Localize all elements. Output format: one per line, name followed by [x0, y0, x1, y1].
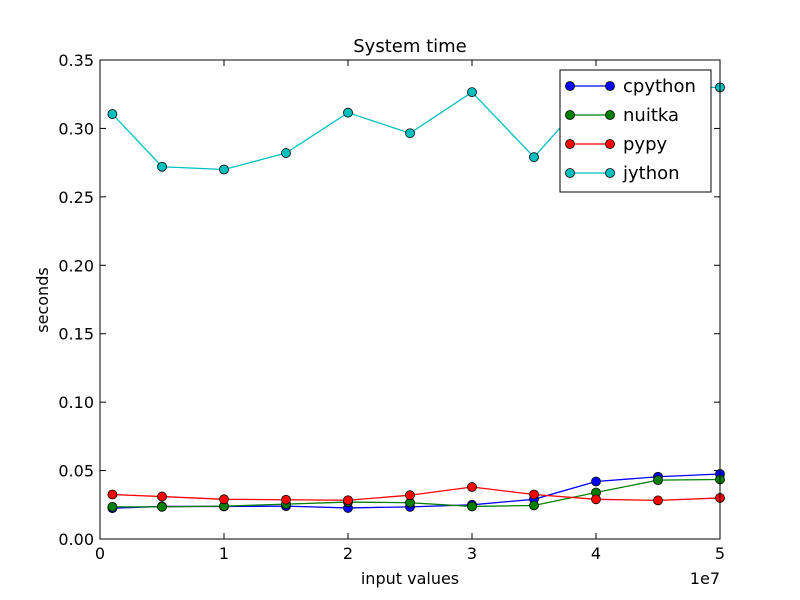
- data-point-jython: [343, 107, 353, 118]
- y-tick-label: 0.30: [58, 119, 94, 138]
- data-point-pypy: [343, 495, 353, 506]
- data-point-jython: [405, 128, 415, 139]
- y-tick-label: 0.05: [58, 462, 94, 481]
- legend-marker: [605, 81, 615, 91]
- data-point-pypy: [405, 490, 415, 501]
- legend-marker: [565, 139, 575, 149]
- legend-box: [559, 69, 712, 193]
- x-axis-label: input values: [361, 569, 459, 588]
- series-pypy: [107, 482, 725, 506]
- y-tick-label: 0.35: [58, 51, 94, 70]
- y-axis-label: seconds: [33, 267, 52, 332]
- y-tick-label: 0.10: [58, 393, 94, 412]
- legend-label: jython: [622, 163, 680, 184]
- data-point-pypy: [157, 491, 167, 502]
- legend-item-cpython: cpython: [565, 76, 696, 97]
- data-point-pypy: [281, 494, 291, 505]
- data-point-jython: [529, 152, 539, 163]
- data-point-cpython: [591, 476, 601, 487]
- data-point-jython: [107, 109, 118, 119]
- legend-marker: [565, 168, 575, 178]
- x-tick-label: 4: [591, 544, 601, 563]
- x-tick-label: 5: [715, 544, 725, 563]
- legend: cpython nuitka pypy jython: [559, 69, 712, 193]
- legend-marker: [605, 139, 615, 149]
- legend-marker: [565, 110, 575, 120]
- data-point-jython: [157, 161, 167, 172]
- x-axis-offset-label: 1e7: [690, 569, 720, 588]
- data-point-jython: [219, 164, 229, 175]
- legend-marker: [565, 81, 575, 91]
- data-point-pypy: [107, 489, 118, 500]
- chart-title: System time: [353, 36, 467, 57]
- x-tick-label: 1: [219, 544, 229, 563]
- data-point-nuitka: [467, 501, 477, 512]
- data-point-pypy: [467, 482, 477, 492]
- y-tick-label: 0.20: [58, 256, 94, 275]
- x-tick-label: 3: [467, 544, 477, 563]
- data-point-nuitka: [157, 501, 167, 512]
- data-point-nuitka: [529, 500, 539, 511]
- axis-ticks: 0 1 2 3 4 5 0.00 0.05 0.10 0.15 0.20 0.25 0.30 0.35: [58, 51, 725, 563]
- data-point-nuitka: [107, 501, 118, 512]
- plot-frame: [99, 59, 721, 540]
- x-tick-label: 0: [95, 544, 105, 563]
- y-tick-label: 0.15: [58, 325, 94, 344]
- data-point-pypy: [529, 489, 539, 500]
- data-point-jython: [281, 148, 291, 158]
- legend-label: cpython: [623, 76, 696, 97]
- legend-label: pypy: [623, 134, 668, 155]
- data-point-jython: [467, 87, 477, 98]
- legend-item-pypy: pypy: [565, 134, 668, 155]
- data-point-nuitka: [653, 475, 663, 486]
- y-tick-label: 0.25: [58, 188, 94, 207]
- data-point-pypy: [591, 494, 601, 505]
- legend-marker: [605, 110, 615, 120]
- data-point-pypy: [653, 495, 663, 506]
- legend-item-jython: jython: [565, 163, 680, 184]
- data-point-pypy: [219, 494, 229, 505]
- y-tick-label: 0.00: [58, 530, 94, 549]
- legend-label: nuitka: [623, 105, 679, 126]
- x-tick-label: 2: [343, 544, 353, 563]
- legend-marker: [605, 168, 615, 178]
- legend-item-nuitka: nuitka: [565, 105, 679, 126]
